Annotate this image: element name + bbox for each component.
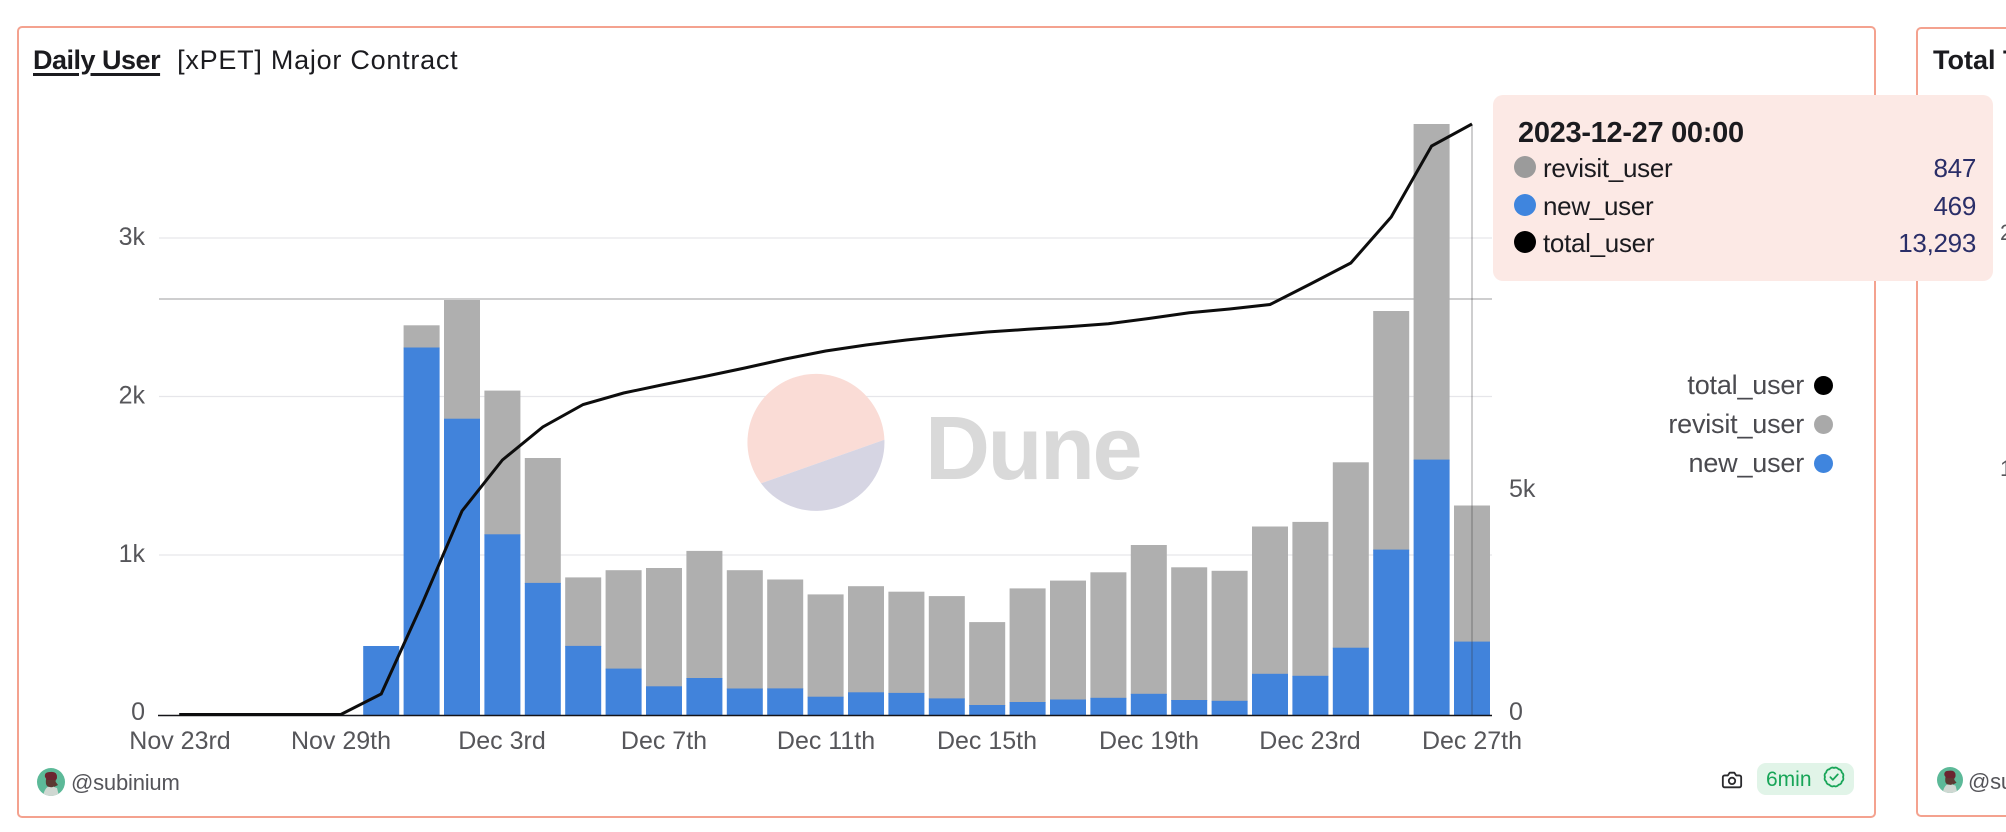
svg-text:Dec 11th: Dec 11th <box>777 727 875 755</box>
svg-text:Dec 15th: Dec 15th <box>937 727 1037 755</box>
svg-text:Nov 23rd: Nov 23rd <box>129 727 230 755</box>
svg-text:2k: 2k <box>119 382 146 410</box>
svg-text:0: 0 <box>131 698 145 726</box>
svg-text:2M: 2M <box>2000 220 2006 245</box>
svg-text:Dec 23rd: Dec 23rd <box>1259 727 1360 755</box>
svg-text:1M: 1M <box>2000 456 2006 481</box>
svg-text:Dec 7th: Dec 7th <box>621 727 707 755</box>
svg-text:Dec 27th: Dec 27th <box>1422 727 1522 755</box>
svg-text:Nov 29th: Nov 29th <box>291 727 391 755</box>
svg-text:Dec 19th: Dec 19th <box>1099 727 1199 755</box>
svg-text:Dec 3rd: Dec 3rd <box>458 727 546 755</box>
svg-text:Dune: Dune <box>925 399 1140 499</box>
svg-text:3k: 3k <box>119 223 146 251</box>
svg-text:5k: 5k <box>1509 475 1536 503</box>
svg-text:1k: 1k <box>119 540 146 568</box>
svg-text:0: 0 <box>1509 698 1523 726</box>
